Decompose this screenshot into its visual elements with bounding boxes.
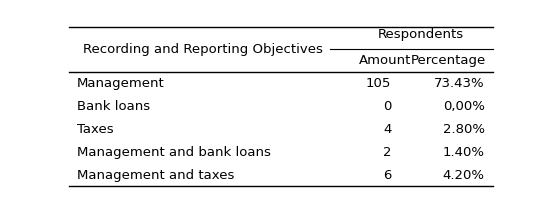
Text: 2: 2 (383, 146, 391, 159)
Text: Management: Management (77, 77, 165, 90)
Text: Amount: Amount (359, 54, 411, 67)
Text: Recording and Reporting Objectives: Recording and Reporting Objectives (83, 43, 323, 56)
Text: 105: 105 (366, 77, 391, 90)
Text: 4.20%: 4.20% (443, 169, 484, 182)
Text: Percentage: Percentage (411, 54, 486, 67)
Text: Bank loans: Bank loans (77, 100, 150, 113)
Text: 4: 4 (383, 123, 391, 136)
Text: 2.80%: 2.80% (443, 123, 484, 136)
Text: 0,00%: 0,00% (443, 100, 484, 113)
Text: Management and taxes: Management and taxes (77, 169, 235, 182)
Text: 73.43%: 73.43% (434, 77, 484, 90)
Text: 1.40%: 1.40% (443, 146, 484, 159)
Text: Taxes: Taxes (77, 123, 113, 136)
Text: 0: 0 (383, 100, 391, 113)
Text: Management and bank loans: Management and bank loans (77, 146, 271, 159)
Text: Respondents: Respondents (378, 28, 464, 41)
Text: 6: 6 (383, 169, 391, 182)
